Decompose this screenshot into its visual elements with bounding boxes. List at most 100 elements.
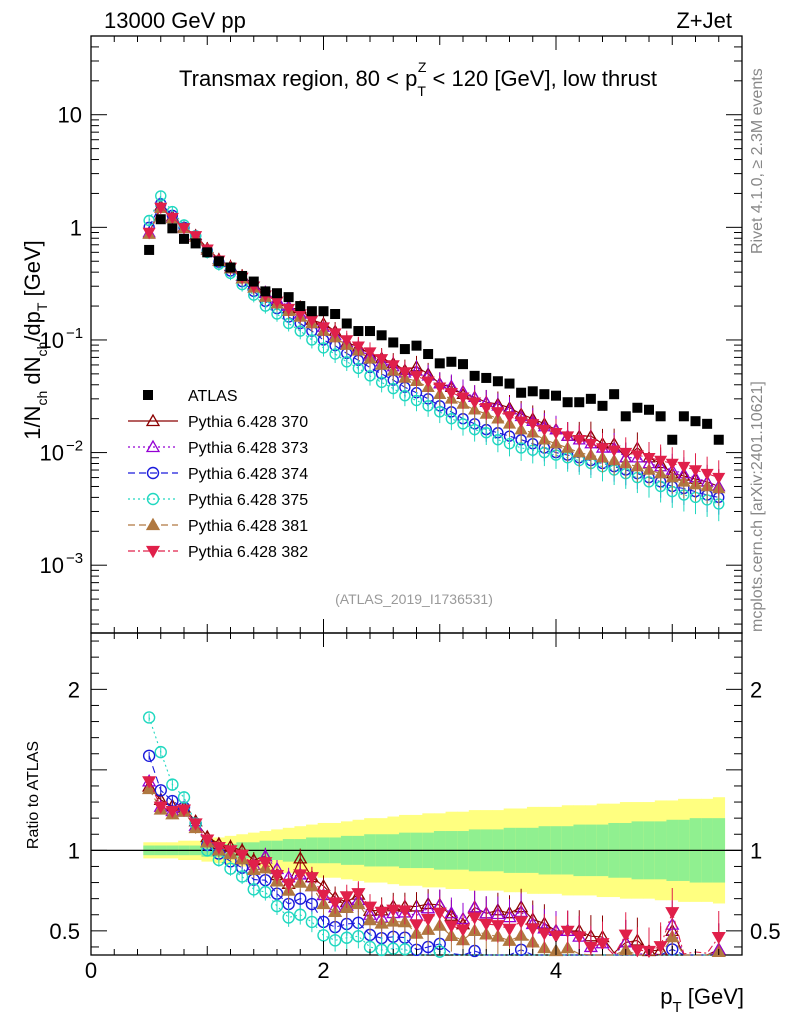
ratio-tick-label-right: 0.5	[750, 919, 781, 944]
series-marker	[269, 870, 285, 883]
data-marker	[702, 418, 713, 429]
atlas-data	[144, 214, 724, 445]
series-marker	[143, 214, 155, 227]
data-marker	[690, 416, 701, 427]
data-marker	[481, 372, 492, 383]
legend-label: Pythia 6.428 373	[188, 440, 308, 457]
series-marker	[294, 892, 307, 905]
data-marker	[318, 306, 329, 317]
data-marker	[295, 301, 306, 312]
data-marker	[376, 330, 387, 341]
series-marker	[595, 443, 610, 455]
series-marker	[375, 354, 389, 366]
series-marker	[409, 371, 424, 383]
series-line	[148, 194, 719, 505]
legend-label: Pythia 6.428 375	[188, 492, 308, 509]
series-marker	[526, 419, 540, 431]
series-marker	[145, 439, 161, 453]
data-marker	[539, 389, 550, 400]
series-marker	[548, 930, 564, 944]
data-marker	[516, 387, 527, 398]
series-marker	[351, 888, 366, 901]
series-marker	[177, 791, 191, 804]
series-marker	[515, 442, 527, 454]
header-right: Z+Jet	[676, 8, 732, 33]
data-marker	[504, 378, 515, 389]
data-marker	[202, 247, 213, 258]
series-marker	[386, 360, 400, 372]
data-marker	[562, 397, 573, 408]
series-ratio-line	[148, 755, 719, 956]
series-marker	[397, 905, 412, 918]
mcplots-label: mcplots.cern.ch [arXiv:2401.10621]	[749, 381, 766, 632]
series-marker	[316, 889, 331, 903]
series-line	[148, 206, 719, 479]
series-marker	[154, 745, 167, 759]
series-marker	[235, 849, 250, 862]
series-marker	[294, 325, 306, 337]
series-marker	[142, 749, 156, 762]
ratio-tick-label-right: 1	[750, 838, 762, 863]
data-marker	[678, 411, 689, 422]
data-marker	[388, 337, 399, 348]
series-marker	[165, 805, 180, 819]
data-marker	[179, 233, 189, 244]
series-marker	[142, 776, 157, 789]
series-marker	[514, 416, 528, 428]
series-marker	[398, 367, 412, 379]
y-tick-label: 10	[40, 328, 64, 353]
data-marker	[306, 306, 317, 317]
series-marker	[339, 891, 354, 904]
series-marker	[166, 778, 179, 791]
series-marker	[537, 424, 551, 437]
series-marker	[479, 918, 494, 932]
legend-label: Pythia 6.428 381	[188, 518, 308, 535]
series-marker	[387, 382, 399, 395]
series-marker	[340, 931, 353, 944]
series-marker	[665, 458, 679, 471]
series-marker	[223, 845, 238, 858]
series-marker	[142, 711, 156, 724]
series-marker	[362, 901, 378, 914]
series-marker	[306, 334, 318, 346]
series-marker	[399, 389, 411, 402]
x-axis-title: pT [GeV]	[660, 984, 744, 1016]
series-marker	[282, 911, 295, 924]
series-marker	[445, 412, 458, 425]
series-marker	[468, 423, 481, 436]
series-marker	[281, 878, 296, 892]
series-marker	[176, 804, 192, 817]
data-marker	[399, 344, 410, 355]
data-marker	[585, 393, 596, 404]
series-marker	[259, 885, 272, 899]
series-marker	[444, 920, 459, 934]
series-marker	[432, 907, 447, 920]
series-marker	[305, 915, 319, 929]
legend: ATLAS Pythia 6.428 370 Pythia 6.428 373 Pyt…	[128, 388, 308, 561]
data-marker	[341, 318, 352, 329]
series-marker	[642, 453, 656, 465]
series-marker	[537, 928, 552, 941]
series-marker	[351, 341, 365, 353]
series-marker	[503, 437, 516, 450]
data-marker	[667, 434, 678, 445]
series-marker	[700, 468, 714, 481]
series-marker	[352, 362, 365, 375]
data-marker	[597, 400, 608, 411]
series-marker	[189, 231, 203, 243]
series-marker	[328, 328, 342, 340]
data-marker	[330, 309, 341, 320]
series-marker	[444, 387, 458, 400]
data-marker	[225, 262, 236, 273]
series-marker	[375, 943, 388, 957]
series-marker	[410, 394, 423, 407]
series-marker	[270, 899, 284, 913]
x-tick-label: 4	[550, 958, 562, 983]
data-marker	[272, 288, 282, 299]
series-marker	[398, 943, 412, 956]
series-marker	[142, 227, 156, 240]
y-tick-exponent: −3	[66, 550, 83, 567]
series-marker	[282, 303, 296, 316]
series-marker	[572, 931, 587, 944]
